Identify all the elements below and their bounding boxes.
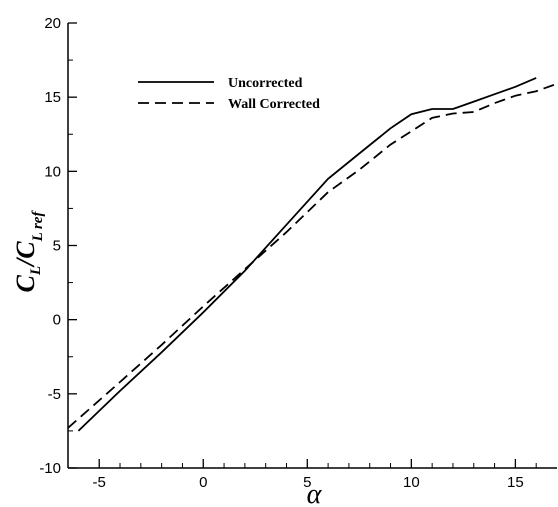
y-tick-label: 15 (44, 89, 61, 106)
y-tick-label: 0 (53, 312, 61, 329)
y-tick-label: -10 (39, 460, 61, 477)
y-axis-title: CL/CL ref (11, 210, 46, 293)
x-tick-label: 5 (303, 474, 311, 491)
y-tick-label: 5 (53, 238, 61, 255)
x-tick-label: 0 (199, 474, 207, 491)
y-tick-label: 10 (44, 163, 61, 180)
legend-label: Wall Corrected (228, 97, 320, 112)
y-tick-label: -5 (48, 386, 61, 403)
x-tick-label: 15 (507, 474, 524, 491)
legend-label: Uncorrected (228, 76, 303, 91)
x-tick-label: -5 (93, 474, 106, 491)
x-axis-title: α (307, 479, 323, 507)
series-line-uncorrected (77, 77, 537, 432)
y-tick-label: 20 (44, 15, 61, 32)
series-line-wall-corrected (67, 82, 558, 429)
x-tick-label: 10 (403, 474, 420, 491)
